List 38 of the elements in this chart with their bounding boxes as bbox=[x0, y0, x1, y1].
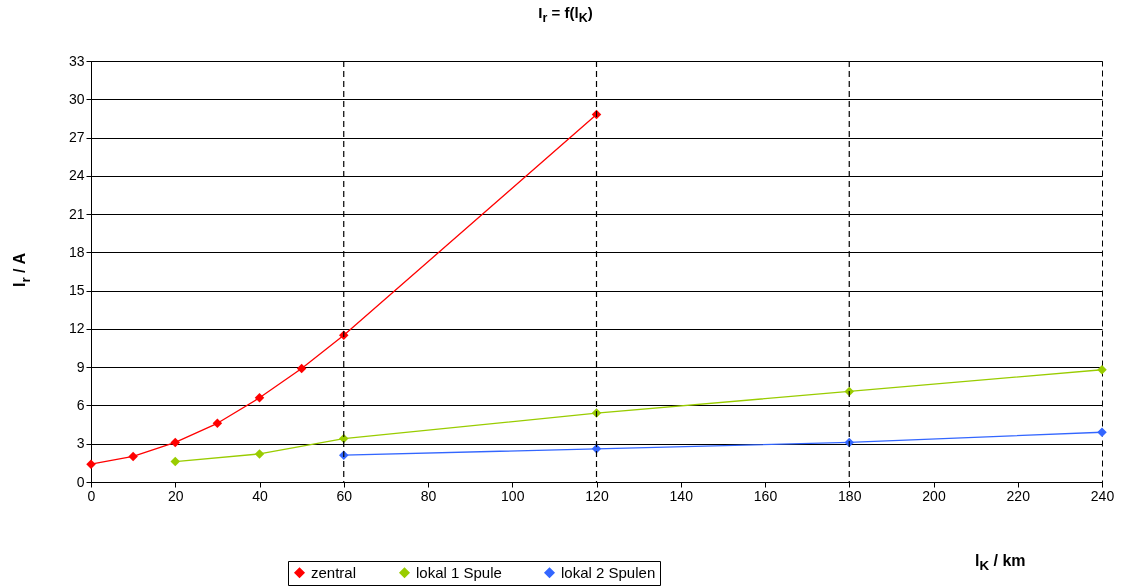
x-tick-label: 220 bbox=[1006, 487, 1031, 504]
x-tick-label: 200 bbox=[922, 487, 946, 504]
x-axis-title: l$_{K}$ / km bbox=[975, 552, 1026, 574]
x-tick-label: 160 bbox=[753, 487, 778, 504]
point bbox=[254, 449, 265, 459]
y-tick-label: 27 bbox=[68, 129, 85, 146]
y-tick-label: 0 bbox=[76, 473, 85, 490]
y-tick-label: 21 bbox=[68, 205, 85, 222]
point bbox=[296, 363, 307, 374]
y-tick-label: 3 bbox=[76, 435, 85, 452]
y-tick-label: 12 bbox=[68, 320, 85, 337]
x-tick-label: 180 bbox=[838, 487, 862, 504]
x-tick-label: 100 bbox=[501, 487, 525, 504]
x-tick-label: 240 bbox=[1090, 487, 1115, 504]
x-tick-label: 20 bbox=[167, 487, 184, 504]
point bbox=[128, 451, 138, 462]
point bbox=[170, 437, 180, 448]
y-tick-label: 24 bbox=[68, 167, 85, 184]
y-tick-label: 18 bbox=[68, 243, 85, 260]
point bbox=[212, 418, 223, 429]
point bbox=[1097, 364, 1107, 375]
legend-label: lokal 2 Spulen bbox=[561, 563, 656, 581]
y-tick-label: 9 bbox=[76, 358, 85, 375]
point bbox=[170, 456, 180, 467]
y-tick-label: 30 bbox=[68, 90, 85, 107]
x-tick-label: 40 bbox=[252, 487, 268, 504]
x-tick-label: 120 bbox=[585, 487, 609, 504]
y-tick-label: 15 bbox=[68, 282, 85, 299]
x-tick-label: 140 bbox=[669, 487, 694, 504]
point bbox=[254, 393, 265, 403]
x-tick-label: 0 bbox=[87, 487, 96, 504]
x-tick-label: 80 bbox=[420, 487, 437, 504]
legend-label: zentral bbox=[311, 563, 357, 581]
x-tick-label: 60 bbox=[336, 487, 353, 504]
legend-label: lokal 1 Spule bbox=[416, 563, 502, 581]
chart-title: I$_{r}$ = f(l$_{K}$) bbox=[537, 4, 594, 25]
y-tick-label: 33 bbox=[68, 52, 85, 69]
y-tick-label: 6 bbox=[76, 396, 85, 413]
